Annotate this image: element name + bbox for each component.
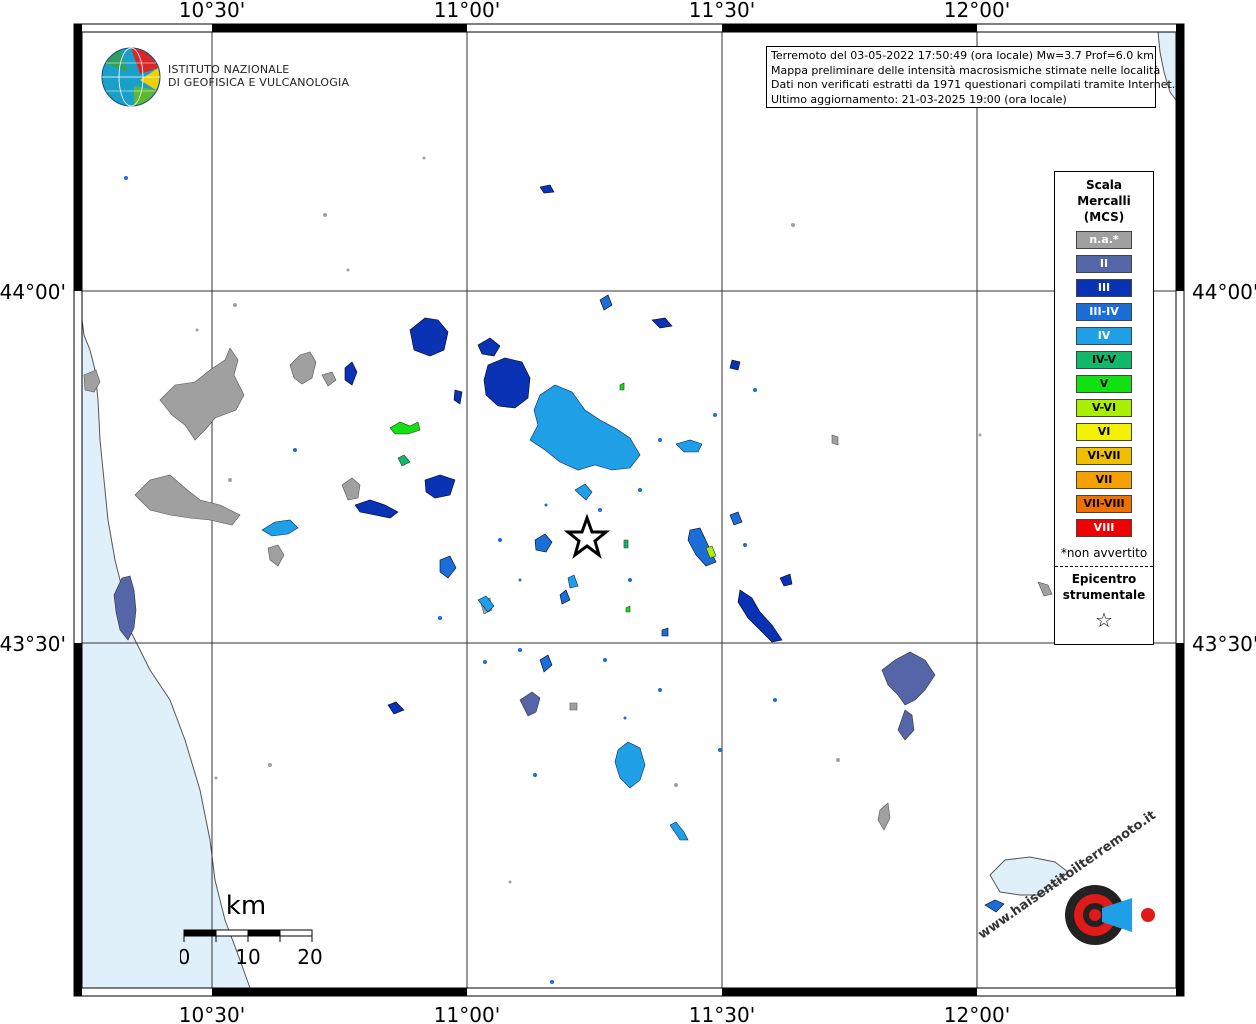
localities-high bbox=[389, 382, 717, 613]
scale-tick-10: 10 bbox=[235, 945, 260, 969]
left-label-4330: 43°30' bbox=[0, 632, 66, 656]
scale-unit: km bbox=[226, 891, 266, 921]
intensity-legend: Scala Mercalli (MCS) n.a.* II III III-IV IV I… bbox=[1054, 171, 1154, 645]
legend-item: VI bbox=[1076, 423, 1132, 441]
localities-na bbox=[83, 347, 1053, 831]
scale-tick-20: 20 bbox=[297, 945, 322, 969]
legend-item: IV-V bbox=[1076, 351, 1132, 369]
localities-iii bbox=[344, 184, 793, 715]
left-label-4400: 44°00' bbox=[0, 280, 66, 304]
legend-item: VII-VIII bbox=[1076, 495, 1132, 513]
legend-item: II bbox=[1076, 255, 1132, 273]
top-label-1130: 11°30' bbox=[689, 0, 755, 22]
legend-title-line1: Scala bbox=[1085, 178, 1123, 192]
legend-item: III bbox=[1076, 279, 1132, 297]
caption-data-source: Dati non verificati estratti da 1971 que… bbox=[771, 78, 1176, 91]
top-label-1200: 12°00' bbox=[944, 0, 1010, 22]
legend-title-line3: (MCS) bbox=[1083, 210, 1125, 224]
legend-item: IV bbox=[1076, 327, 1132, 345]
bottom-label-1030: 10°30' bbox=[179, 1003, 245, 1024]
ingv-name: ISTITUTO NAZIONALE DI GEOFISICA E VULCAN… bbox=[168, 63, 349, 89]
star-icon: ☆ bbox=[1095, 608, 1113, 632]
legend-title: Scala Mercalli (MCS) bbox=[1055, 177, 1153, 225]
legend-epicenter-label: Epicentro strumentale bbox=[1055, 571, 1153, 603]
top-label-1100: 11°00' bbox=[434, 0, 500, 22]
legend-item: VII bbox=[1076, 471, 1132, 489]
legend-epicenter-line2: strumentale bbox=[1062, 588, 1146, 602]
legend-item: VIII bbox=[1076, 519, 1132, 537]
legend-epicenter-line1: Epicentro bbox=[1071, 572, 1137, 586]
scale-bar: km 0 10 20 bbox=[178, 890, 330, 974]
bottom-label-1130: 11°30' bbox=[689, 1003, 755, 1024]
caption-description: Mappa preliminare delle intensità macros… bbox=[771, 63, 1161, 77]
island bbox=[989, 856, 1069, 896]
legend-separator bbox=[1055, 566, 1153, 567]
scale-tick-0: 0 bbox=[180, 945, 190, 969]
bottom-label-1200: 12°00' bbox=[944, 1003, 1010, 1024]
right-label-4400: 44°00' bbox=[1192, 280, 1256, 304]
localities-iv bbox=[261, 384, 703, 841]
legend-item: V-VI bbox=[1076, 399, 1132, 417]
legend-item: n.a.* bbox=[1076, 231, 1132, 249]
sea-area bbox=[81, 32, 251, 989]
legend-item: VI-VII bbox=[1076, 447, 1132, 465]
legend-item: V bbox=[1076, 375, 1132, 393]
ingv-name-line2: DI GEOFISICA E VULCANOLOGIA bbox=[168, 76, 350, 89]
caption-last-update: Ultimo aggiornamento: 21-03-2025 19:00 (… bbox=[771, 92, 1067, 106]
legend-title-line2: Mercalli bbox=[1077, 194, 1131, 208]
right-label-4330: 43°30' bbox=[1192, 632, 1256, 656]
legend-note: *non avvertito bbox=[1060, 546, 1148, 560]
globe-icon bbox=[101, 47, 161, 107]
top-label-1030: 10°30' bbox=[179, 0, 245, 22]
map-caption: Terremoto del 03-05-2022 17:50:49 (ora l… bbox=[766, 46, 1176, 108]
caption-event: Terremoto del 03-05-2022 17:50:49 (ora l… bbox=[771, 49, 1154, 62]
localities-iii-iv bbox=[439, 294, 1005, 913]
localities-dots bbox=[124, 156, 982, 984]
bottom-label-1100: 11°00' bbox=[434, 1003, 500, 1024]
ingv-logo bbox=[100, 46, 162, 112]
ingv-name-line1: ISTITUTO NAZIONALE bbox=[168, 63, 290, 76]
legend-items: n.a.* II III III-IV IV IV-V V V-VI VI VI-VII VII VI… bbox=[1055, 231, 1153, 537]
map-land bbox=[82, 32, 1176, 988]
map-frame bbox=[73, 23, 1185, 997]
localities-ii bbox=[113, 575, 936, 741]
epicenter-star bbox=[563, 513, 611, 559]
legend-item: III-IV bbox=[1076, 303, 1132, 321]
